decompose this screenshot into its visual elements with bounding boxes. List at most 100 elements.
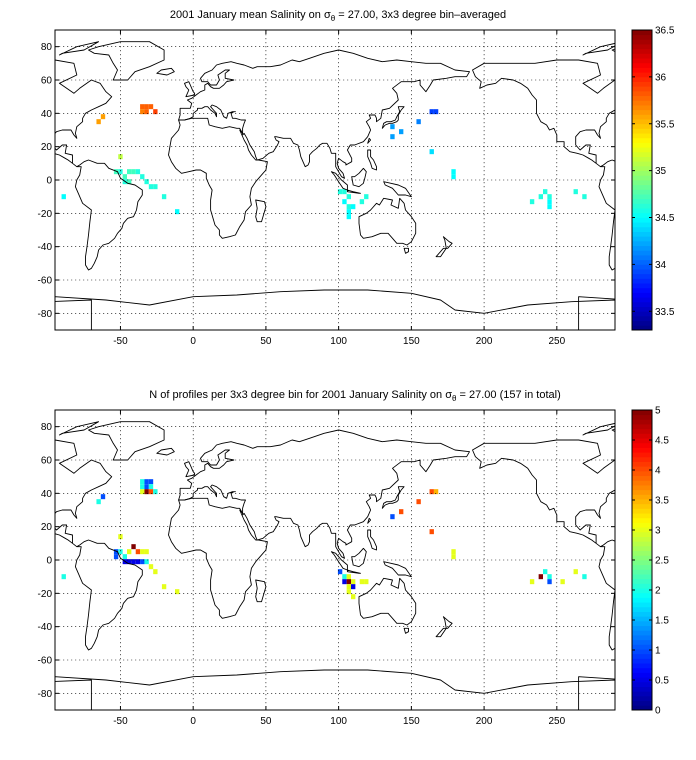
- profile-count-bin-cell: [416, 499, 421, 505]
- salinity-colorbar-segment: [632, 90, 652, 97]
- profile-count-bin-cell: [351, 584, 356, 590]
- profile-count-colorbar-segment: [632, 447, 652, 453]
- profile-count-colorbar-segment: [632, 470, 652, 477]
- profile-count-bin-cell: [364, 579, 369, 585]
- salinity-colorbar-segment: [632, 72, 652, 78]
- salinity-colorbar-segment: [632, 109, 652, 115]
- profile-count-bin-cell: [113, 549, 119, 555]
- profile-count-coastline: [681, 448, 696, 455]
- profile-count-bin-cell: [135, 559, 141, 565]
- profile-count-colorbar-segment: [632, 428, 652, 434]
- salinity-colorbar-segment: [632, 151, 652, 157]
- salinity-colorbar-segment: [632, 137, 652, 143]
- profile-count-colorbar-segment: [632, 485, 652, 491]
- salinity-bin-cell: [144, 179, 149, 185]
- salinity-colorbar-segment: [632, 325, 652, 331]
- salinity-panel: 2001 January mean Salinity on σθ = 27.00…: [38, 9, 696, 347]
- profile-count-colorbar-segment: [632, 630, 652, 636]
- profile-count-colorbar-segment: [632, 700, 652, 706]
- profile-count-axis-ticks: -50 0 50 100 150 200 250 -80 -60 -40 -20 0 20 40 60 80: [38, 410, 615, 727]
- profile-count-colorbar-segment: [632, 616, 652, 622]
- salinity-colorbar-segment: [632, 255, 652, 261]
- profile-count-bin-cell: [429, 529, 434, 535]
- salinity-bin-cell: [399, 129, 404, 135]
- salinity-coastline: [383, 181, 412, 198]
- profile-count-colorbar-tick-label: 0: [655, 706, 661, 717]
- profile-count-x-tick-label: 0: [190, 716, 196, 727]
- salinity-colorbar-segment: [632, 128, 652, 134]
- salinity-colorbar-segment: [632, 240, 652, 247]
- profile-count-colorbar-segment: [632, 419, 652, 425]
- profile-count-coastlines: [55, 421, 696, 710]
- profile-count-bin-cell: [144, 549, 149, 555]
- profile-count-colorbar-segment: [632, 588, 652, 594]
- salinity-colorbar-segment: [632, 67, 652, 73]
- salinity-bin-cell: [346, 209, 351, 215]
- profile-count-colorbar-segment: [632, 494, 652, 500]
- profile-count-bin-cell: [61, 574, 66, 580]
- profile-count-colorbar-segment: [632, 433, 652, 439]
- profile-count-bin-cell: [342, 579, 347, 585]
- salinity-bin-cell: [364, 194, 369, 200]
- profile-count-colorbar-segment: [632, 442, 652, 448]
- profile-count-coastline: [55, 669, 615, 710]
- salinity-bin-cell: [175, 209, 180, 215]
- salinity-coastline: [168, 117, 268, 239]
- profile-count-bin-cell: [148, 489, 154, 495]
- profile-count-colorbar-segment: [632, 672, 652, 678]
- salinity-colorbar-tick-label: 34.5: [655, 213, 675, 224]
- salinity-colorbar-segment: [632, 245, 652, 251]
- profile-count-bin-cell: [118, 549, 123, 555]
- salinity-y-tick-label: 0: [46, 176, 52, 187]
- salinity-coastline: [692, 118, 696, 238]
- profile-count-bin-cell: [140, 479, 145, 485]
- salinity-colorbar-segment: [632, 100, 652, 106]
- salinity-coastline: [58, 41, 100, 56]
- profile-count-coastline: [330, 551, 348, 571]
- salinity-bin-cell: [140, 104, 145, 110]
- salinity-colorbar: 33.5 34 34.5 35 35.5 36 36.5: [631, 26, 675, 331]
- salinity-bin-cell: [122, 174, 127, 180]
- profile-count-bin-cell: [144, 484, 149, 490]
- profile-count-colorbar-segment: [632, 508, 652, 514]
- salinity-x-tick-label: -50: [113, 336, 128, 347]
- profile-count-colorbar-segment: [632, 578, 652, 584]
- salinity-y-tick-label: -60: [38, 276, 53, 287]
- salinity-colorbar-segment: [632, 180, 652, 186]
- salinity-colorbar-segment: [632, 287, 652, 293]
- profile-count-bin-cell: [118, 534, 123, 540]
- profile-count-x-tick-label: -50: [113, 716, 128, 727]
- salinity-coastline: [55, 299, 92, 330]
- profile-count-bin-cell: [390, 514, 395, 520]
- salinity-colorbar-tick-label: 36.5: [655, 26, 675, 37]
- salinity-coastline: [55, 289, 615, 330]
- salinity-bin-cell: [127, 179, 132, 185]
- salinity-bin-cell: [135, 169, 141, 175]
- salinity-bin-cell: [416, 119, 421, 125]
- salinity-bin-cell: [118, 169, 123, 175]
- salinity-bin-cell: [100, 114, 106, 120]
- salinity-colorbar-segment: [632, 48, 652, 54]
- salinity-axis-ticks: -50 0 50 100 150 200 250 -80 -60 -40 -20 0 20 40 60 80: [38, 30, 615, 347]
- profile-count-bin-cell: [433, 489, 439, 495]
- salinity-coastline: [681, 68, 696, 75]
- salinity-colorbar-segment: [632, 189, 652, 195]
- profile-count-bin-cell: [359, 579, 365, 585]
- salinity-colorbar-segment: [632, 156, 652, 162]
- salinity-bin-cell: [573, 189, 578, 195]
- profile-count-colorbar-segment: [632, 545, 652, 552]
- profile-count-colorbar-segment: [632, 639, 652, 645]
- profile-count-colorbar-segment: [632, 686, 652, 692]
- profile-count-coastline: [381, 486, 405, 509]
- profile-count-coastline: [358, 577, 417, 626]
- profile-count-bin-cell: [337, 569, 343, 575]
- profile-count-bin-cell: [538, 574, 543, 580]
- salinity-colorbar-segment: [632, 226, 652, 232]
- salinity-colorbar-segment: [632, 142, 652, 148]
- salinity-colorbar-segment: [632, 114, 652, 120]
- salinity-coastline: [184, 81, 196, 98]
- salinity-y-tick-label: 20: [41, 142, 53, 153]
- profile-count-coastline: [178, 429, 470, 559]
- profile-count-x-tick-label: 200: [476, 716, 493, 727]
- salinity-coastlines: [55, 41, 696, 330]
